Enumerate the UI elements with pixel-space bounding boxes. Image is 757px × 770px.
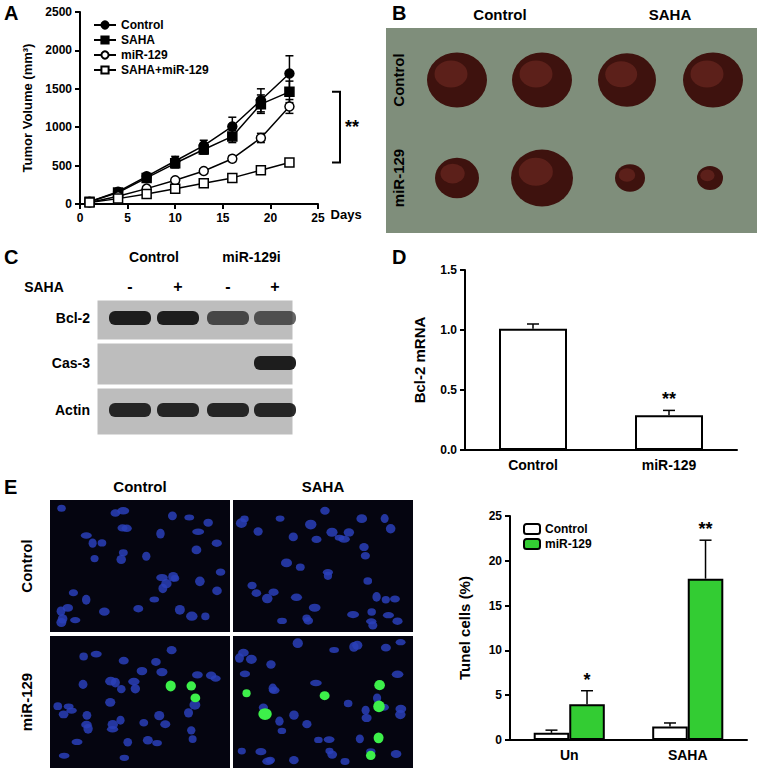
svg-text:SAHA+miR-129: SAHA+miR-129: [121, 63, 209, 77]
svg-text:Control: Control: [508, 457, 558, 473]
svg-text:SAHA: SAHA: [121, 33, 155, 47]
svg-text:0: 0: [77, 211, 84, 225]
svg-text:+: +: [270, 278, 279, 295]
svg-text:10: 10: [169, 211, 183, 225]
svg-text:**: **: [699, 519, 713, 539]
svg-text:B: B: [392, 2, 406, 24]
svg-text:SAHA: SAHA: [302, 478, 345, 495]
svg-text:25: 25: [489, 509, 503, 523]
svg-text:Un: Un: [560, 747, 579, 763]
svg-text:Control: Control: [545, 522, 588, 536]
svg-text:Control: Control: [121, 18, 164, 32]
svg-text:miR-129: miR-129: [18, 673, 35, 731]
svg-text:15: 15: [216, 211, 230, 225]
svg-text:A: A: [4, 2, 18, 24]
svg-text:miR-129: miR-129: [545, 537, 592, 551]
svg-text:0: 0: [65, 197, 72, 211]
svg-text:miR-129i: miR-129i: [222, 249, 280, 265]
svg-text:SAHA: SAHA: [668, 747, 708, 763]
svg-text:1.0: 1.0: [440, 323, 457, 337]
svg-text:-: -: [225, 278, 230, 295]
svg-text:**: **: [345, 117, 359, 137]
svg-text:Cas-3: Cas-3: [52, 355, 90, 371]
svg-text:miR-129: miR-129: [121, 48, 168, 62]
svg-text:0.0: 0.0: [440, 443, 457, 457]
svg-text:5: 5: [495, 688, 502, 702]
svg-text:500: 500: [52, 159, 72, 173]
svg-text:*: *: [584, 670, 591, 690]
svg-text:miR-129: miR-129: [642, 457, 697, 473]
svg-text:+: +: [173, 278, 182, 295]
svg-text:2500: 2500: [45, 5, 72, 19]
svg-text:**: **: [662, 389, 676, 409]
svg-text:miR-129: miR-129: [390, 149, 407, 207]
svg-text:0: 0: [495, 733, 502, 747]
svg-text:Tumor Volume (mm³): Tumor Volume (mm³): [20, 44, 35, 173]
svg-text:Control: Control: [129, 249, 179, 265]
svg-text:5: 5: [124, 211, 131, 225]
svg-text:Days: Days: [331, 207, 362, 222]
svg-text:25: 25: [311, 211, 325, 225]
svg-text:1500: 1500: [45, 82, 72, 96]
svg-text:Control: Control: [473, 6, 526, 23]
svg-text:0.5: 0.5: [440, 383, 457, 397]
svg-text:SAHA: SAHA: [24, 279, 64, 295]
svg-text:20: 20: [489, 554, 503, 568]
svg-text:1.5: 1.5: [440, 263, 457, 277]
svg-text:Bcl-2 mRNA: Bcl-2 mRNA: [411, 316, 428, 403]
svg-text:1000: 1000: [45, 120, 72, 134]
svg-text:Bcl-2: Bcl-2: [56, 310, 90, 326]
svg-text:Control: Control: [390, 53, 407, 106]
svg-text:15: 15: [489, 599, 503, 613]
svg-text:Tunel cells (%): Tunel cells (%): [456, 576, 473, 680]
svg-text:Actin: Actin: [55, 402, 90, 418]
svg-text:D: D: [392, 246, 406, 268]
svg-text:Control: Control: [18, 539, 35, 592]
svg-text:C: C: [4, 246, 18, 268]
svg-text:Control: Control: [113, 478, 166, 495]
svg-text:-: -: [127, 278, 132, 295]
svg-text:E: E: [4, 476, 17, 498]
svg-text:2000: 2000: [45, 43, 72, 57]
svg-text:SAHA: SAHA: [649, 6, 692, 23]
svg-text:20: 20: [264, 211, 278, 225]
svg-text:10: 10: [489, 643, 503, 657]
